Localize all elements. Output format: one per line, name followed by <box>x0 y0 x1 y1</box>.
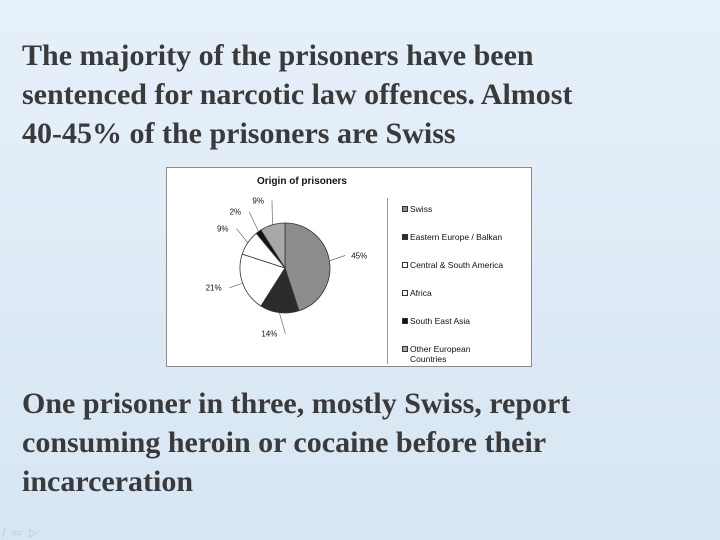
pie-chart-container: Origin of prisoners 45% 14% 21% 9% 2% 9% Swis… <box>166 167 532 367</box>
slide-body-text: One prisoner in three, mostly Swiss, rep… <box>22 387 571 498</box>
slide-heading: The majority of the prisoners have been … <box>22 39 573 150</box>
pie-slice <box>260 222 286 270</box>
slide-nav-icons[interactable]: / ▭ ▷ <box>2 528 39 539</box>
legend-swatch <box>402 346 408 352</box>
slice-data-label: 45% <box>351 251 367 260</box>
legend-item: Central & South America <box>402 260 534 270</box>
slice-data-label: 2% <box>230 208 242 217</box>
legend-item: Other European Countries <box>402 344 534 364</box>
label-leader-line <box>279 312 286 334</box>
legend-swatch <box>402 262 408 268</box>
slice-data-label: 21% <box>206 284 222 293</box>
chart-title: Origin of prisoners <box>256 176 347 187</box>
slice-data-label: 9% <box>217 225 229 234</box>
legend-item: Eastern Europe / Balkan <box>402 232 534 242</box>
legend-item: South East Asia <box>402 316 534 326</box>
slice-data-label: 9% <box>252 196 264 205</box>
label-leader-line <box>248 211 259 232</box>
pie-chart: 45%14%21%9%2%9% <box>206 196 368 339</box>
label-leader-line <box>329 255 346 262</box>
pie-slice <box>239 253 286 307</box>
legend-label: Africa <box>410 288 432 298</box>
label-leader-line <box>236 228 249 243</box>
legend-swatch <box>402 234 408 240</box>
pie-slice <box>284 222 331 312</box>
legend-label: Other European Countries <box>410 344 471 364</box>
label-leader-line <box>229 282 243 288</box>
legend-label: Swiss <box>410 204 433 214</box>
legend-label: Central & South America <box>410 260 504 270</box>
legend-swatch <box>402 290 408 296</box>
legend-item: Africa <box>402 288 534 298</box>
legend-swatch <box>402 318 408 324</box>
legend-label: South East Asia <box>410 316 471 326</box>
slice-data-label: 14% <box>261 330 277 339</box>
chart-legend: Swiss Eastern Europe / Balkan Central & So… <box>387 198 523 364</box>
legend-label: Eastern Europe / Balkan <box>410 232 503 242</box>
legend-swatch <box>402 206 408 212</box>
legend-item: Swiss <box>402 204 534 214</box>
